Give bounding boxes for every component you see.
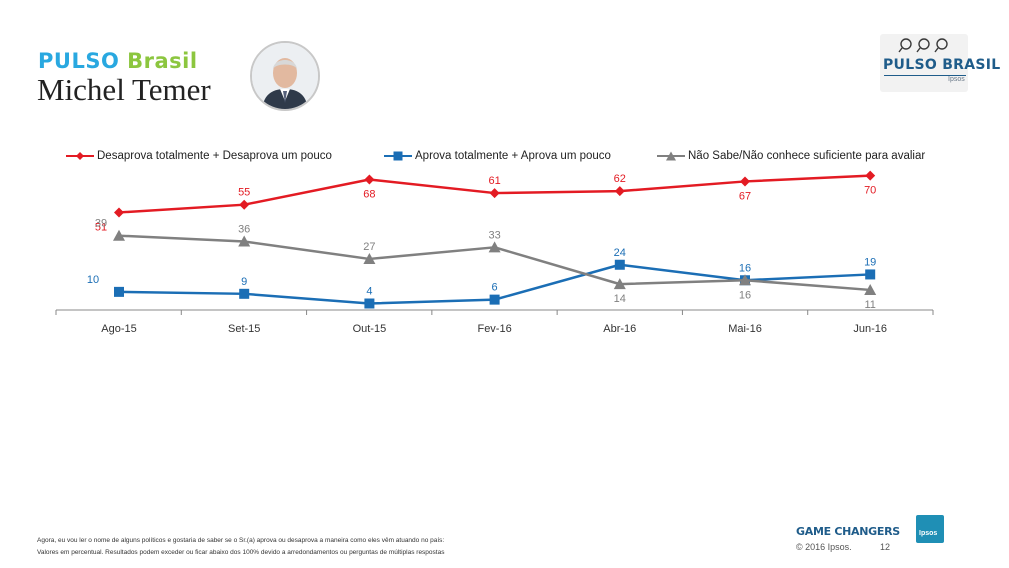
magnifier-icon (898, 38, 912, 53)
data-label: 39 (95, 218, 107, 230)
data-label: 11 (864, 299, 875, 311)
legend-item-disapprove: Desaprova totalmente + Desaprova um pouc… (66, 149, 332, 163)
legend-item-approve: Aprova totalmente + Aprova um pouco (384, 149, 611, 163)
magnifier-icon (934, 38, 948, 53)
data-point-diamond (865, 170, 876, 181)
data-point-diamond (114, 207, 124, 218)
legend-label-disapprove: Desaprova totalmente + Desaprova um pouc… (97, 150, 332, 162)
footnote-question: Agora, eu vou ler o nome de alguns polít… (37, 537, 445, 544)
magnifier-icon (916, 38, 930, 53)
data-point-triangle (864, 283, 877, 295)
data-point-triangle (739, 274, 751, 286)
data-label: 51 (95, 221, 107, 233)
data-point-triangle (113, 229, 125, 241)
data-label: 55 (238, 187, 250, 199)
logo-subtitle: Ipsos (948, 76, 965, 83)
copyright: © 2016 Ipsos. (796, 542, 852, 552)
page-number: 12 (880, 542, 891, 552)
pulso-brasil-logo (880, 34, 968, 92)
ipsos-logo (916, 515, 944, 543)
data-label: 4 (366, 286, 372, 298)
x-tick-label: Set-15 (228, 323, 260, 335)
data-label: 10 (87, 274, 99, 286)
logo-divider (884, 75, 966, 76)
data-point-square (865, 269, 876, 280)
logo-title: PULSO BRASIL (883, 57, 1001, 73)
legend-label-approve: Aprova totalmente + Aprova um pouco (415, 150, 611, 162)
data-label: 6 (492, 282, 498, 294)
data-label: 14 (614, 293, 626, 305)
data-point-triangle (488, 241, 501, 253)
data-label: 27 (363, 241, 375, 253)
legend-label-unknown: Não Sabe/Não conhece suficiente para ava… (688, 150, 926, 162)
data-label: 16 (739, 262, 751, 274)
data-point-triangle (613, 278, 626, 290)
data-point-square (614, 259, 625, 270)
person-photo (250, 41, 320, 111)
data-point-diamond (239, 199, 250, 210)
data-point-diamond (740, 176, 750, 187)
x-tick-label: Mai-16 (728, 323, 762, 335)
data-point-square (114, 286, 124, 297)
data-label: 36 (238, 224, 250, 236)
legend-item-unknown: Não Sabe/Não conhece suficiente para ava… (657, 149, 925, 163)
legend-marker-square (384, 151, 412, 161)
x-tick-label: Out-15 (353, 323, 387, 335)
brand-title: PULSO Brasil (38, 49, 198, 73)
data-point-triangle (238, 235, 251, 247)
x-tick-label: Fev-16 (477, 323, 511, 335)
data-label: 9 (241, 276, 247, 288)
game-changers-tagline: GAME CHANGERS (796, 525, 900, 538)
footnote-values: Valores em percentual. Resultados podem … (37, 549, 445, 556)
x-tick-label: Abr-16 (603, 323, 636, 335)
data-label: 61 (488, 175, 500, 187)
person-name: Michel Temer (37, 72, 211, 107)
legend-marker-diamond (66, 152, 94, 160)
legend-marker-triangle (657, 151, 685, 161)
x-tick-label: Jun-16 (853, 323, 887, 335)
data-label: 19 (864, 256, 876, 268)
x-tick-label: Ago-15 (101, 323, 136, 335)
data-point-triangle (363, 252, 376, 264)
brand-pulso: PULSO (38, 49, 120, 73)
data-point-square (364, 298, 375, 309)
data-label: 16 (739, 289, 751, 301)
data-point-diamond (364, 174, 375, 185)
data-label: 33 (488, 229, 500, 241)
data-point-diamond (614, 186, 625, 197)
data-label: 62 (614, 173, 626, 185)
data-label: 67 (739, 190, 751, 202)
data-label: 24 (614, 247, 626, 259)
data-point-square (239, 288, 250, 299)
ipsos-logo-text: Ipsos (919, 530, 938, 537)
data-label: 68 (363, 189, 375, 201)
data-point-square (489, 294, 500, 305)
data-label: 70 (864, 185, 876, 197)
brand-brasil: Brasil (127, 49, 198, 73)
data-point-diamond (489, 188, 500, 199)
